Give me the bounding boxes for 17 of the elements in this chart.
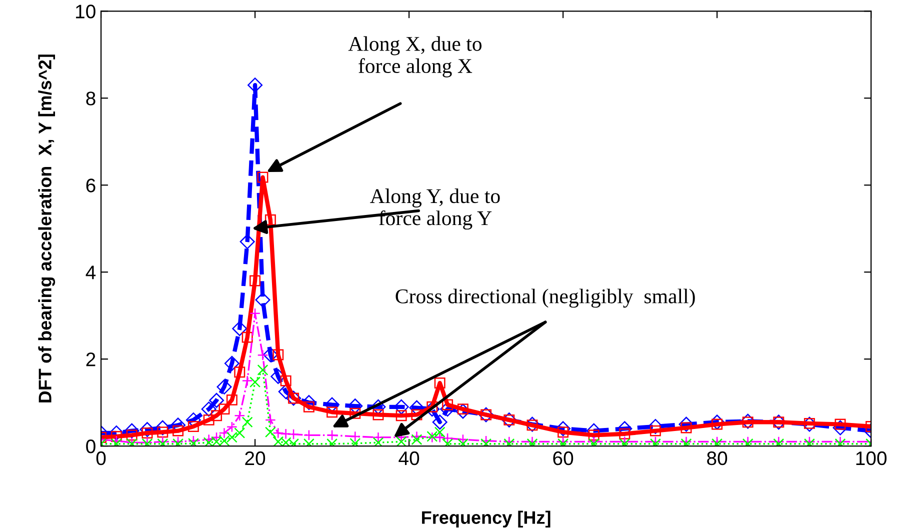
y-tick-label: 6 <box>86 178 96 192</box>
y-tick-label: 2 <box>86 352 96 366</box>
y-tick-label: 10 <box>76 4 96 18</box>
x-tick-label: 100 <box>856 451 887 466</box>
x-tick-label: 20 <box>245 451 266 466</box>
annotation: Cross directional (negligibly small) <box>396 288 695 308</box>
x-tick-label: 80 <box>707 451 728 466</box>
x-tick-label: 0 <box>96 451 106 466</box>
y-tick-label: 0 <box>86 440 96 454</box>
y-tick-label: 8 <box>86 92 96 106</box>
x-tick-label: 40 <box>398 451 420 466</box>
x-tick-label: 60 <box>553 451 574 466</box>
annotation: Along Y, due to force along Y <box>370 188 500 230</box>
annotation: Along X, due to force along X <box>348 36 482 78</box>
x-axis-title: Frequency [Hz] <box>422 510 550 528</box>
y-axis-title: DFT of bearing acceleration X, Y [m/s^2] <box>38 54 56 402</box>
y-tick-label: 4 <box>86 266 96 280</box>
